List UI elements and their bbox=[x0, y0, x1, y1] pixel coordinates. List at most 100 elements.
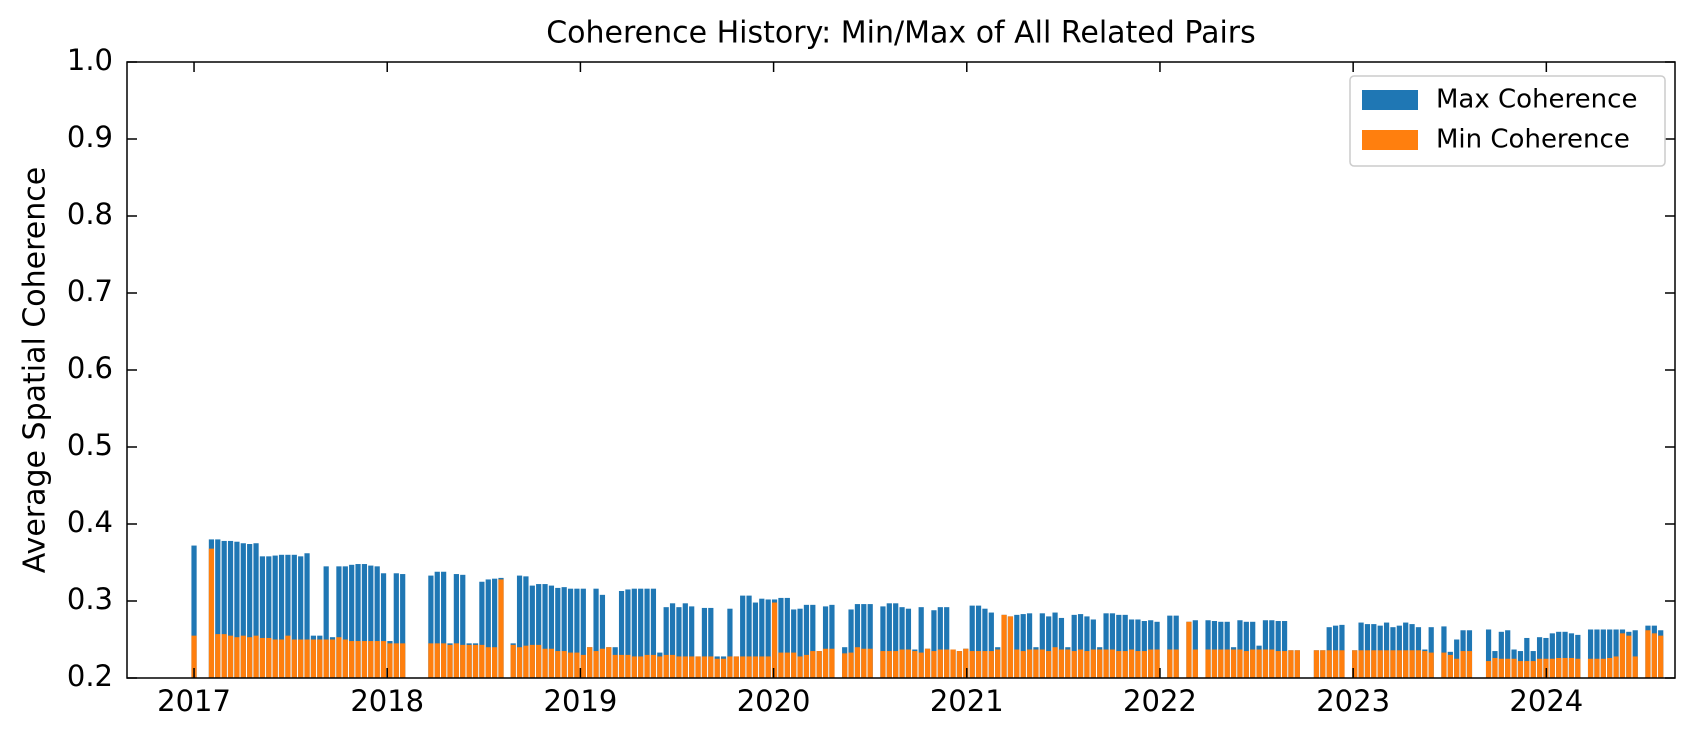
bar bbox=[867, 648, 873, 678]
bar bbox=[1122, 614, 1128, 678]
bar bbox=[485, 647, 491, 678]
bar bbox=[1205, 620, 1211, 678]
bar bbox=[272, 639, 278, 678]
bar bbox=[1039, 613, 1045, 678]
bar bbox=[542, 648, 548, 678]
bar bbox=[1186, 621, 1192, 678]
bar bbox=[368, 565, 374, 678]
y-tick-label: 1.0 bbox=[67, 43, 113, 77]
bar bbox=[1505, 630, 1511, 678]
bar bbox=[975, 651, 982, 678]
bar bbox=[1409, 650, 1415, 678]
bar bbox=[593, 588, 599, 678]
bar bbox=[428, 575, 434, 678]
bar bbox=[548, 585, 555, 678]
bar bbox=[1326, 650, 1332, 678]
bar bbox=[1148, 649, 1154, 678]
y-tick-label: 0.9 bbox=[67, 120, 113, 154]
bar bbox=[336, 637, 342, 678]
bar bbox=[460, 574, 466, 678]
bar bbox=[240, 635, 246, 678]
bar bbox=[1192, 649, 1198, 678]
bar bbox=[208, 548, 215, 678]
bar bbox=[574, 588, 580, 678]
bar bbox=[599, 648, 606, 678]
bar bbox=[784, 652, 790, 678]
bar bbox=[1262, 620, 1269, 678]
bar bbox=[1097, 649, 1103, 678]
bar bbox=[931, 610, 937, 678]
bar bbox=[555, 651, 561, 678]
bar bbox=[797, 656, 803, 678]
bar bbox=[803, 654, 810, 678]
bar bbox=[1568, 633, 1575, 678]
bar bbox=[746, 595, 752, 678]
bar bbox=[893, 603, 899, 678]
bar bbox=[1632, 630, 1638, 678]
bar bbox=[1141, 651, 1147, 678]
bar bbox=[886, 603, 892, 678]
legend-label: Max Coherence bbox=[1436, 85, 1637, 115]
bar bbox=[1039, 649, 1045, 678]
bar bbox=[441, 643, 447, 678]
bar bbox=[447, 644, 453, 678]
bar bbox=[1505, 658, 1511, 678]
bar bbox=[912, 651, 918, 678]
bar bbox=[969, 605, 975, 678]
bar bbox=[759, 656, 765, 678]
bar bbox=[1007, 616, 1014, 678]
bar bbox=[829, 648, 835, 678]
bar bbox=[816, 651, 822, 678]
bar bbox=[1205, 649, 1211, 678]
bar bbox=[1313, 650, 1320, 678]
bar bbox=[1167, 649, 1173, 678]
bar bbox=[1651, 633, 1657, 678]
bar bbox=[1364, 650, 1371, 678]
bar bbox=[1116, 651, 1122, 678]
bar bbox=[227, 540, 234, 678]
bar bbox=[1575, 634, 1581, 678]
bar bbox=[924, 648, 931, 678]
y-tick-label: 0.5 bbox=[67, 428, 113, 462]
bar bbox=[1001, 614, 1007, 678]
bar bbox=[714, 658, 720, 678]
bar bbox=[899, 607, 905, 678]
bar bbox=[479, 581, 485, 678]
bar bbox=[247, 544, 253, 678]
bar bbox=[1103, 649, 1109, 678]
bar bbox=[1135, 651, 1141, 678]
bar bbox=[1607, 657, 1613, 678]
bar bbox=[1511, 658, 1517, 678]
bar bbox=[380, 573, 387, 678]
bar bbox=[682, 603, 688, 678]
bar bbox=[574, 652, 580, 678]
bar bbox=[453, 643, 459, 678]
bar bbox=[1352, 650, 1358, 678]
bar bbox=[861, 604, 867, 678]
bar bbox=[1485, 629, 1492, 678]
bar bbox=[1026, 613, 1033, 678]
bar bbox=[988, 612, 994, 678]
bar bbox=[778, 652, 784, 678]
bar bbox=[1562, 631, 1568, 678]
bar bbox=[393, 643, 399, 678]
bar bbox=[899, 649, 905, 678]
bar bbox=[1033, 649, 1039, 678]
bar bbox=[1230, 649, 1237, 678]
bar bbox=[536, 584, 542, 678]
bar bbox=[1084, 616, 1090, 678]
bar bbox=[453, 574, 459, 678]
bar bbox=[285, 554, 291, 678]
bar bbox=[247, 637, 253, 678]
bar bbox=[625, 589, 631, 678]
bar bbox=[298, 639, 304, 678]
bar bbox=[561, 587, 567, 678]
bar bbox=[1613, 656, 1619, 678]
bar bbox=[1173, 615, 1179, 678]
bar bbox=[349, 564, 355, 678]
bar bbox=[1422, 651, 1428, 678]
bar bbox=[1485, 661, 1492, 678]
y-tick-label: 0.2 bbox=[67, 659, 113, 693]
bar bbox=[765, 656, 771, 678]
